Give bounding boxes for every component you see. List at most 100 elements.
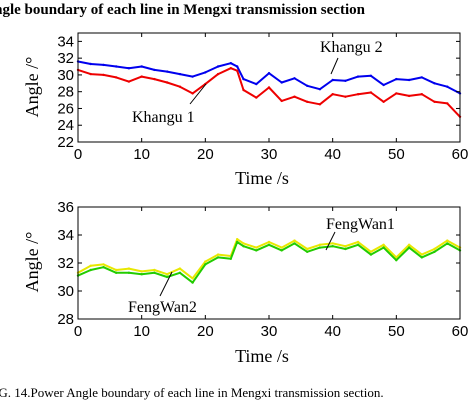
data-point [89, 264, 92, 267]
annotation-leader-fengwan1 [325, 231, 336, 251]
data-point [191, 281, 194, 284]
data-point [306, 100, 309, 104]
x-tick-label: 30 [261, 146, 278, 163]
data-point [344, 245, 347, 248]
data-point [242, 242, 245, 245]
data-point [318, 246, 322, 249]
data-point [420, 76, 423, 79]
chart-khangu-ylabel: Angle /° [22, 57, 42, 118]
data-point [242, 245, 245, 248]
x-tick-label: 20 [197, 323, 214, 340]
data-point [267, 240, 271, 244]
y-tick-label: 32 [57, 255, 74, 272]
data-point [153, 268, 156, 272]
data-point [115, 268, 118, 272]
data-point [191, 75, 194, 78]
data-point [89, 72, 92, 76]
x-tick-label: 60 [452, 146, 469, 163]
data-point [407, 78, 411, 82]
x-tick-label: 40 [324, 146, 341, 163]
data-point [382, 83, 385, 87]
data-point [165, 273, 169, 276]
data-point [178, 85, 182, 88]
data-point [216, 65, 220, 68]
data-point [356, 243, 360, 246]
data-point [344, 95, 347, 98]
data-point [153, 68, 156, 72]
data-point [153, 77, 156, 81]
chart-khangu-plot-frame [77, 32, 461, 143]
chart-fengwan-ylabel: Angle /° [22, 232, 42, 293]
data-point [306, 250, 309, 253]
chart-fengwan: 0 10 20 30 40 50 60 28 30 32 34 36 Time /s Angle /°… [22, 199, 468, 366]
data-point [293, 95, 296, 98]
data-point [331, 242, 334, 245]
annotation-fengwan2: FengWan2 [128, 299, 197, 316]
data-point [395, 259, 398, 262]
chart-fengwan-plot-frame [77, 206, 461, 320]
x-tick-label: 50 [388, 323, 405, 340]
data-point [446, 242, 449, 245]
data-point [267, 243, 271, 246]
data-point [420, 256, 423, 259]
data-point [369, 250, 373, 253]
data-point [216, 72, 220, 76]
annotation-khangu-2: Khangu 2 [320, 39, 383, 56]
data-point [242, 77, 245, 81]
data-point [293, 77, 296, 80]
data-point [280, 249, 283, 252]
data-point [356, 75, 360, 78]
data-point [89, 268, 92, 272]
data-point [191, 92, 194, 95]
data-point [236, 69, 239, 72]
x-tick-label: 0 [74, 323, 82, 340]
data-point [331, 78, 334, 82]
annotation-fengwan1: FengWan1 [326, 216, 395, 233]
data-point [446, 85, 449, 88]
data-point [331, 93, 334, 96]
data-point [407, 243, 411, 246]
data-point [382, 243, 385, 246]
chart-fengwan-ticks: 0 10 20 30 40 50 60 28 30 32 34 36 [57, 199, 468, 340]
data-point [216, 256, 220, 259]
x-tick-label: 30 [261, 323, 278, 340]
data-point [165, 70, 169, 73]
data-point [236, 240, 239, 244]
data-point [165, 81, 169, 84]
data-point [236, 238, 239, 241]
data-point [127, 267, 131, 270]
chart-fengwan-xlabel: Time /s [235, 346, 289, 366]
data-point [433, 250, 436, 253]
data-point [178, 72, 182, 76]
data-point [229, 62, 232, 65]
data-point [293, 242, 296, 245]
data-point [102, 63, 105, 67]
data-point [89, 62, 92, 66]
data-point [178, 271, 182, 274]
data-point [204, 263, 207, 266]
data-point [140, 270, 143, 273]
data-point [382, 246, 385, 249]
data-point [255, 96, 258, 99]
data-point [267, 72, 271, 75]
y-tick-label: 28 [57, 84, 74, 101]
data-point [433, 247, 436, 251]
data-point [356, 240, 360, 244]
data-point [369, 253, 373, 256]
y-tick-label: 34 [57, 33, 74, 50]
y-tick-label: 30 [57, 67, 74, 84]
y-tick-label: 32 [57, 50, 74, 67]
y-tick-label: 28 [57, 311, 74, 328]
figure-title: p Angle boundary of each line in Mengxi … [0, 2, 366, 18]
data-point [267, 86, 271, 89]
data-point [280, 99, 283, 103]
data-point [102, 266, 105, 269]
data-point [344, 79, 347, 83]
data-point [306, 84, 309, 88]
data-point [318, 243, 322, 246]
chart-fengwan-lines [76, 238, 462, 284]
data-point [115, 271, 118, 274]
data-point [127, 80, 131, 83]
